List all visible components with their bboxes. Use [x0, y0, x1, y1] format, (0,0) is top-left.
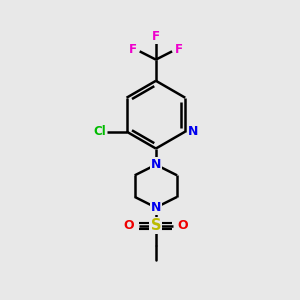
Text: F: F — [129, 44, 137, 56]
Text: Cl: Cl — [94, 125, 106, 138]
Text: N: N — [151, 158, 161, 171]
Text: F: F — [175, 44, 183, 56]
Text: O: O — [178, 219, 188, 232]
Text: O: O — [124, 219, 134, 232]
Text: N: N — [151, 201, 161, 214]
Text: S: S — [151, 218, 161, 233]
Text: F: F — [152, 30, 160, 43]
Text: N: N — [188, 125, 199, 138]
